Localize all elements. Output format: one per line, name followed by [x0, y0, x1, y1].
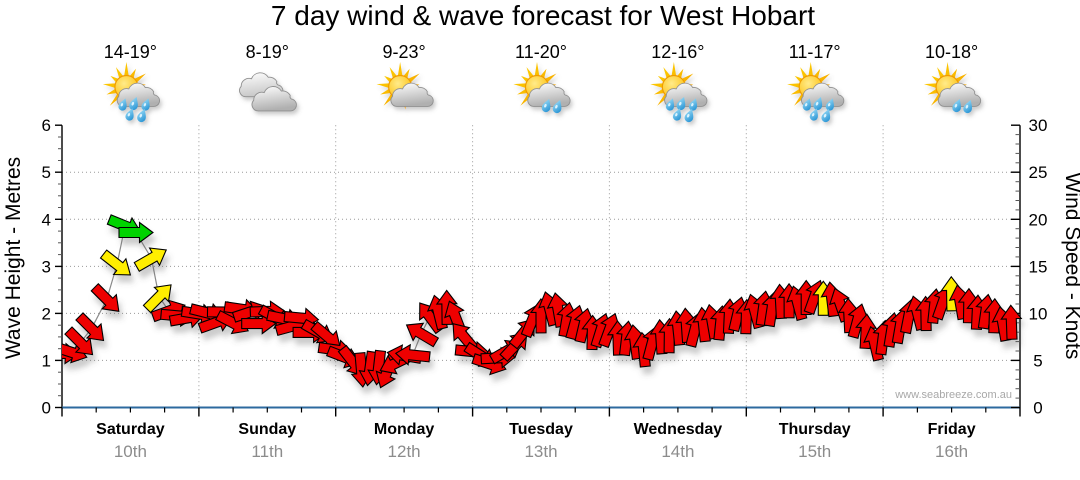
- svg-text:Saturday: Saturday: [96, 421, 165, 438]
- svg-text:Wednesday: Wednesday: [634, 421, 723, 438]
- svg-text:1: 1: [42, 351, 51, 370]
- svg-text:5: 5: [1033, 351, 1042, 370]
- svg-text:Tuesday: Tuesday: [509, 421, 573, 438]
- svg-text:15th: 15th: [798, 442, 831, 461]
- svg-text:9-23°: 9-23°: [382, 42, 425, 62]
- svg-text:8-19°: 8-19°: [246, 42, 289, 62]
- svg-text:10-18°: 10-18°: [925, 42, 978, 62]
- svg-text:20: 20: [1029, 210, 1048, 229]
- svg-text:14-19°: 14-19°: [104, 42, 157, 62]
- svg-text:16th: 16th: [935, 442, 968, 461]
- svg-text:3: 3: [42, 257, 51, 276]
- svg-text:30: 30: [1029, 116, 1048, 135]
- svg-text:14th: 14th: [661, 442, 694, 461]
- svg-text:12-16°: 12-16°: [651, 42, 704, 62]
- svg-text:25: 25: [1029, 163, 1048, 182]
- svg-text:10: 10: [1029, 304, 1048, 323]
- svg-text:2: 2: [42, 304, 51, 323]
- svg-text:11th: 11th: [251, 442, 283, 461]
- svg-text:11-17°: 11-17°: [789, 42, 841, 62]
- svg-text:13th: 13th: [524, 442, 557, 461]
- svg-text:6: 6: [42, 116, 51, 135]
- svg-text:Sunday: Sunday: [238, 421, 296, 438]
- svg-text:12th: 12th: [388, 442, 421, 461]
- svg-text:15: 15: [1029, 257, 1048, 276]
- svg-text:0: 0: [1033, 399, 1042, 418]
- svg-text:Wind Speed - Knots: Wind Speed - Knots: [1061, 173, 1080, 360]
- svg-text:10th: 10th: [114, 442, 147, 461]
- svg-text:11-20°: 11-20°: [515, 42, 567, 62]
- svg-text:Monday: Monday: [374, 421, 435, 438]
- svg-text:www.seabreeze.com.au: www.seabreeze.com.au: [894, 389, 1012, 401]
- svg-text:4: 4: [42, 210, 51, 229]
- svg-text:Friday: Friday: [928, 421, 976, 438]
- svg-text:5: 5: [42, 163, 51, 182]
- svg-text:Wave Height - Metres: Wave Height - Metres: [2, 157, 25, 359]
- svg-text:0: 0: [42, 399, 51, 418]
- svg-text:Thursday: Thursday: [779, 421, 851, 438]
- svg-text:7 day wind & wave forecast for: 7 day wind & wave forecast for West Hoba…: [271, 0, 815, 31]
